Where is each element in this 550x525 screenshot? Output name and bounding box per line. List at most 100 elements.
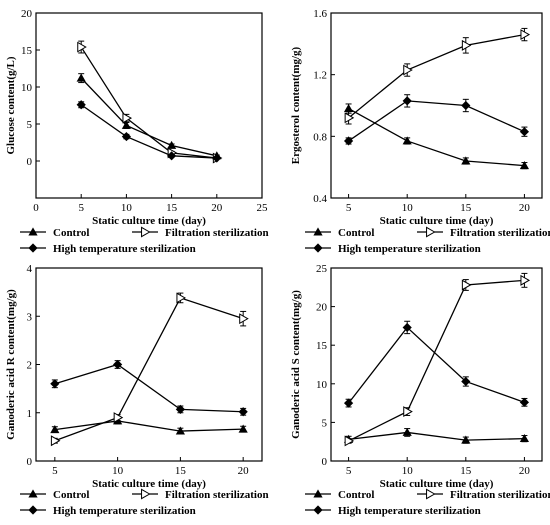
data-point-control [402,427,412,436]
legend-marker-filtration-sterilization [426,488,436,500]
data-point-high-temperature-sterilization [402,322,412,333]
plot-frame [330,12,543,199]
y-tick-label: 1.2 [313,70,327,82]
legend-label-filtration-sterilization: Filtration sterilization [450,227,550,239]
data-point-control [50,425,60,434]
legend-marker-filtration-sterilization [141,488,151,500]
series-high-temperature-sterilization [343,94,530,146]
y-tick-label: 0 [322,456,328,468]
y-axis-label: Ganoderic acid S content(mg/g) [290,290,302,439]
y-axis-label: Ergosterol content(mg/g) [290,46,302,164]
legend-label-filtration-sterilization: Filtration sterilization [165,227,269,239]
data-point-control [121,120,131,129]
x-tick-label: 15 [460,465,472,477]
y-tick-label: 0.4 [313,193,327,205]
legend-marker-control [313,227,323,236]
x-tick-label: 5 [346,202,352,214]
data-point-filtration-sterilization [461,39,472,51]
y-tick-label: 15 [316,340,328,352]
x-tick-label: 10 [121,202,133,214]
y-tick-label: 4 [27,263,33,275]
x-tick-label: 20 [211,202,223,214]
data-point-filtration-sterilization [520,29,531,41]
series-filtration-sterilization [50,292,249,447]
x-axis-label: Static culture time (day) [380,215,494,227]
series-line-control [54,420,244,432]
data-point-high-temperature-sterilization [76,100,86,110]
series-control [50,416,248,435]
y-tick-label: 0.8 [313,131,327,143]
y-tick-label: 1.6 [313,8,327,20]
data-point-high-temperature-sterilization [212,153,222,163]
legend-marker-high-temperature-sterilization [313,505,323,515]
legend-label-filtration-sterilization: Filtration sterilization [165,489,269,501]
x-tick-label: 20 [519,465,531,477]
legend-label-filtration-sterilization: Filtration sterilization [450,489,550,501]
legend-marker-high-temperature-sterilization [28,505,38,515]
legend-label-control: Control [338,489,374,501]
x-axis-label: Static culture time (day) [380,478,494,490]
data-point-filtration-sterilization [50,435,61,447]
x-tick-label: 20 [519,202,531,214]
y-axis-label: Ganoderic acid R content(mg/g) [5,289,17,440]
y-tick-label: 15 [21,45,33,57]
x-axis-label: Static culture time (day) [92,215,206,227]
data-point-high-temperature-sterilization [50,379,60,389]
x-tick-label: 20 [238,465,250,477]
data-point-filtration-sterilization [403,406,413,418]
data-point-high-temperature-sterilization [461,100,471,111]
legend: Control Filtration sterilization High temp… [20,226,269,255]
series-high-temperature-sterilization [343,320,530,408]
legend-label-high-temperature-sterilization: High temperature sterilization [338,243,481,255]
legend-marker-control [28,227,38,236]
data-point-high-temperature-sterilization [167,151,177,161]
data-point-filtration-sterilization [461,279,472,291]
data-point-high-temperature-sterilization [519,127,530,137]
data-point-high-temperature-sterilization [238,407,248,417]
series-line-high-temperature-sterilization [348,326,525,404]
data-point-high-temperature-sterilization [519,397,530,407]
series-control [343,103,530,170]
plot-frame [35,12,263,199]
legend-marker-control [313,489,323,498]
legend-marker-high-temperature-sterilization [28,243,38,253]
x-tick-label: 5 [346,465,352,477]
legend-label-control: Control [53,227,89,239]
y-tick-label: 0 [27,456,33,468]
data-point-high-temperature-sterilization [121,131,131,142]
data-point-control [76,73,86,82]
series-control [343,427,530,444]
plot-frame [35,267,263,462]
data-point-control [519,434,530,443]
y-tick-label: 2 [27,360,33,372]
legend-marker-filtration-sterilization [141,226,151,238]
y-tick-label: 3 [27,311,33,323]
x-tick-label: 10 [112,465,124,477]
data-point-filtration-sterilization [344,435,355,447]
data-point-high-temperature-sterilization [113,359,123,370]
y-tick-label: 5 [27,119,33,131]
data-point-filtration-sterilization [77,41,87,53]
chart-ganoderic-acid-s: 5 10 15 20 0 5 10 15 20 25 Static culture time (da… [290,263,550,517]
x-axis-label: Static culture time (day) [92,478,206,490]
series-high-temperature-sterilization [50,359,248,417]
legend-marker-high-temperature-sterilization [313,243,323,253]
x-tick-label: 10 [402,202,414,214]
data-point-control [519,161,530,170]
series-filtration-sterilization [77,40,223,164]
series-line-control [80,77,217,157]
data-point-filtration-sterilization [176,292,186,304]
data-point-control [238,424,248,433]
series-line-high-temperature-sterilization [348,100,525,142]
legend: Control Filtration sterilization High temp… [305,488,550,517]
series-line-filtration-sterilization [80,46,217,159]
x-tick-label: 15 [175,465,187,477]
x-tick-label: 5 [78,202,84,214]
legend-label-control: Control [338,227,374,239]
series-line-high-temperature-sterilization [54,363,244,413]
x-tick-label: 15 [460,202,472,214]
plot-frame [330,267,543,462]
legend: Control Filtration sterilization High temp… [20,488,269,517]
data-point-filtration-sterilization [113,412,124,424]
y-tick-label: 25 [316,263,328,275]
